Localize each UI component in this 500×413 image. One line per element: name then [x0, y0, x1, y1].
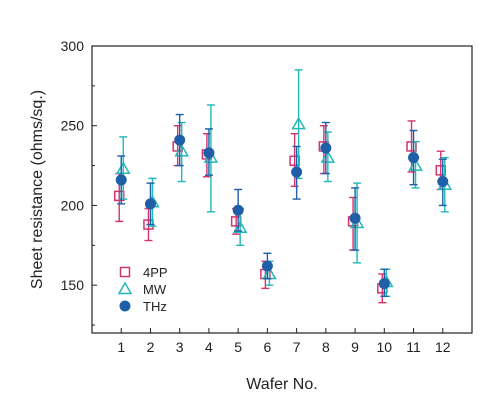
legend-item: THz	[119, 299, 167, 314]
y-tick-label: 150	[61, 277, 85, 293]
data-point	[203, 147, 215, 159]
x-tick-label: 1	[117, 339, 125, 355]
data-point	[437, 176, 449, 188]
legend-label: MW	[143, 282, 167, 297]
chart-marks	[113, 69, 453, 304]
legend-item: 4PP	[119, 265, 168, 280]
legend-label: THz	[143, 299, 167, 314]
legend-marker	[119, 266, 131, 278]
x-tick-label: 6	[263, 339, 271, 355]
data-point	[261, 260, 273, 272]
data-point	[144, 198, 156, 210]
legend: 4PP MW THz	[117, 265, 168, 314]
x-tick-label: 2	[147, 339, 155, 355]
x-tick-label: 5	[234, 339, 242, 355]
data-point	[349, 212, 361, 224]
data-point	[378, 278, 390, 290]
data-point	[115, 174, 127, 186]
data-point	[320, 142, 332, 154]
data-point	[174, 134, 186, 146]
x-tick-label: 11	[406, 339, 421, 355]
data-point	[320, 150, 336, 163]
data-point	[408, 158, 423, 171]
x-axis-title: Wafer No.	[246, 376, 317, 393]
y-tick-label: 200	[61, 197, 85, 213]
data-point	[232, 204, 244, 216]
y-axis-title: Sheet resistance (ohms/sq.)	[29, 90, 46, 289]
legend-item: MW	[117, 281, 167, 297]
series-THz	[115, 113, 449, 298]
y-tick-label: 300	[61, 38, 85, 54]
plot-area-frame	[91, 45, 473, 334]
x-tick-label: 9	[351, 339, 359, 355]
legend-marker	[119, 300, 131, 312]
series-MW	[115, 69, 453, 298]
x-tick-label: 12	[435, 339, 451, 355]
legend-marker	[117, 281, 133, 295]
y-tick-label: 250	[61, 118, 85, 134]
data-point	[115, 161, 131, 175]
x-tick-label: 3	[176, 339, 184, 355]
data-point	[291, 166, 303, 178]
data-point	[232, 220, 248, 234]
x-tick-label: 4	[205, 339, 213, 355]
data-point	[291, 116, 306, 130]
data-point	[408, 152, 420, 164]
data-point	[174, 143, 189, 157]
legend-label: 4PP	[143, 265, 168, 280]
x-tick-label: 10	[377, 339, 393, 355]
x-tick-label: 7	[293, 339, 301, 355]
x-tick-label: 8	[322, 339, 330, 355]
